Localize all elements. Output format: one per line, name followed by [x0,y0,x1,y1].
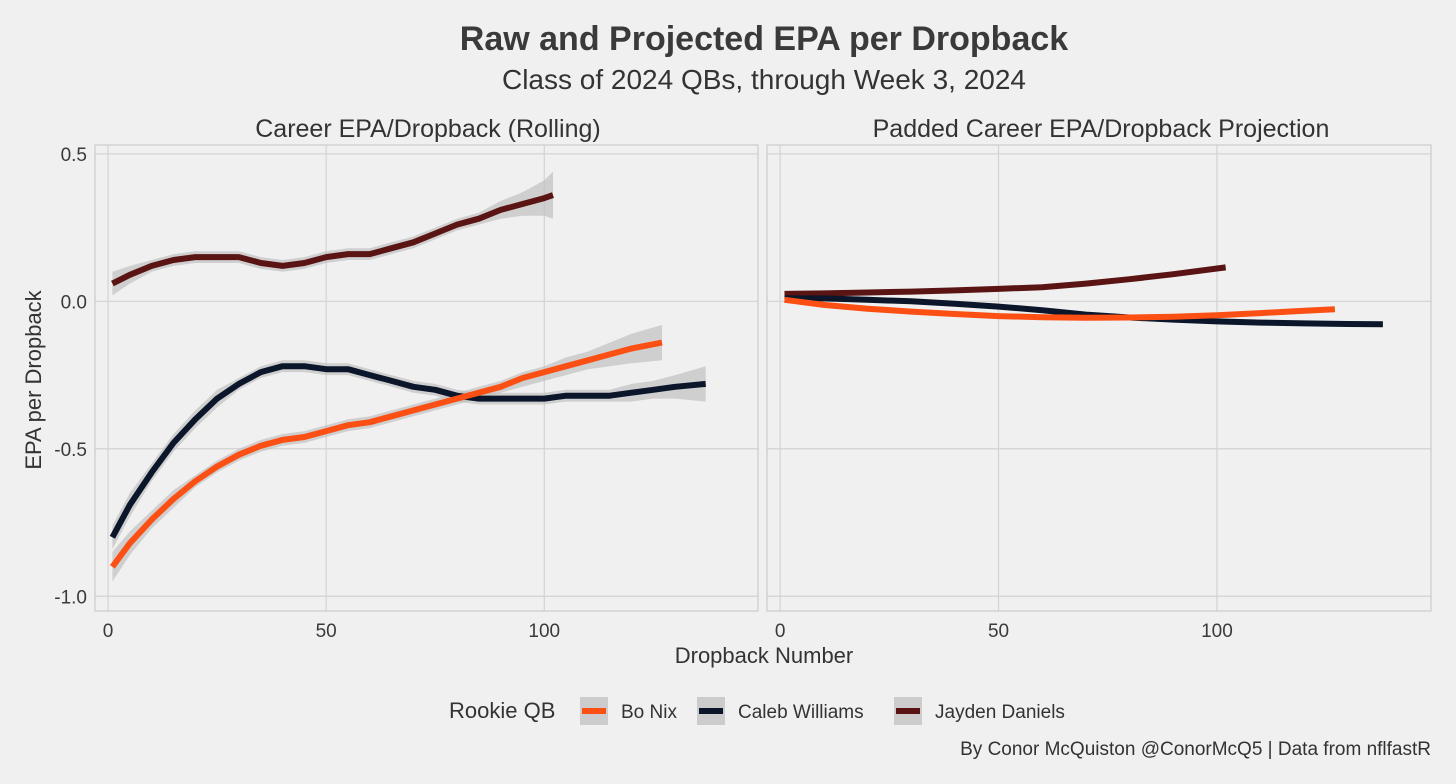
facet-title-projection: Padded Career EPA/Dropback Projection [873,115,1330,143]
panel-projection [766,144,1432,612]
legend-item-caleb-williams: Caleb Williams [697,697,864,725]
confidence-band-jayden-daniels [112,171,554,296]
y-tick-label: 0.0 [61,292,87,313]
x-tick-label: 100 [528,621,560,642]
x-tick-label: 100 [1201,621,1233,642]
y-axis-title: EPA per Dropback [21,289,46,469]
legend-item-bo-nix: Bo Nix [580,697,677,725]
confidence-band-bo-nix [112,324,662,582]
chart-subtitle: Class of 2024 QBs, through Week 3, 2024 [502,64,1026,95]
y-axis-ticks: 0.5 0.0 -0.5 -1.0 [54,145,87,608]
caption: By Conor McQuiston @ConorMcQ5 | Data fro… [960,739,1431,760]
y-tick-label: -0.5 [54,440,87,461]
legend-label: Jayden Daniels [935,702,1065,723]
legend-title: Rookie QB [449,698,555,723]
x-tick-label: 50 [988,621,1009,642]
chart-title: Raw and Projected EPA per Dropback [460,20,1068,58]
x-tick-label: 50 [316,621,337,642]
legend: Rookie QB Bo Nix Caleb Williams Jayden Dan… [449,697,1065,725]
x-axis-title: Dropback Number [675,643,854,668]
series-line-jayden-daniels [111,192,554,287]
x-tick-label: 0 [103,621,114,642]
legend-label: Bo Nix [621,702,677,723]
y-tick-label: 0.5 [61,145,87,166]
series-line-caleb-williams [109,363,706,539]
panel-border [94,144,759,612]
legend-label: Caleb Williams [738,702,864,723]
series-line-caleb-williams [784,295,1383,328]
facet-title-rolling: Career EPA/Dropback (Rolling) [255,115,601,143]
y-tick-label: -1.0 [54,587,87,608]
legend-item-jayden-daniels: Jayden Daniels [894,697,1065,725]
x-axis-ticks: 0 50 100 0 50 100 [103,621,1233,642]
series-line-bo-nix [784,296,1336,321]
series-line-bo-nix [109,339,663,569]
x-tick-label: 0 [775,621,786,642]
panel-border [766,144,1432,612]
series-line-jayden-daniels [784,264,1227,297]
panel-rolling [94,144,759,612]
